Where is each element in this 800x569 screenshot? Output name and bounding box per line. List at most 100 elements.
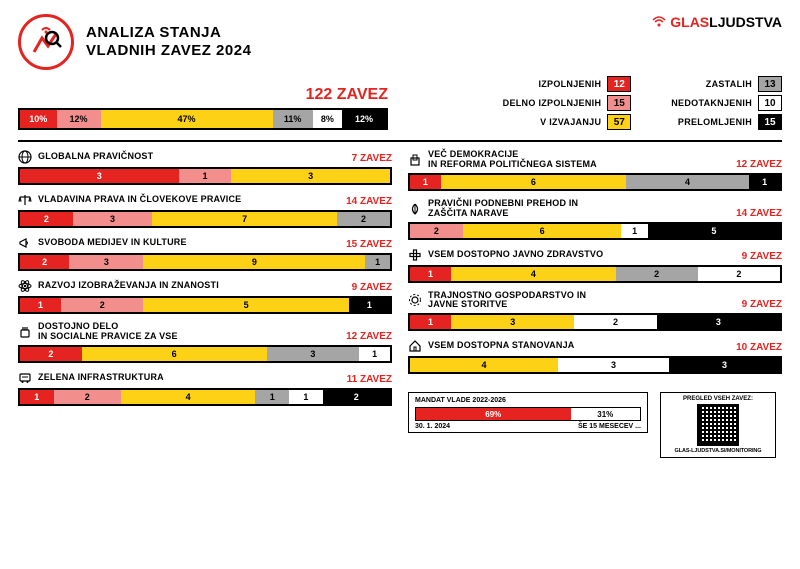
qr-code-icon [697,404,739,446]
category-title: DOSTOJNO DELOIN SOCIALNE PRAVICE ZA VSE [18,322,178,342]
logo-circle [18,14,74,70]
status-legend: IZPOLNJENIH 12 DELNO IZPOLNJENIH 15 V IZVAJA… [503,76,782,130]
brand-logo: GLASLJUDSTVA [652,14,782,30]
bar-segment: 3 [73,212,152,226]
mandate-date: 30. 1. 2024 [415,423,450,430]
bar-segment: 2 [61,298,143,312]
bar-segment: 3 [669,358,780,372]
train-icon [18,371,32,385]
status-label: DELNO IZPOLNJENIH [503,98,602,108]
summary-segment: 8% [313,110,342,128]
bar-segment: 3 [231,169,390,183]
health-icon [408,248,422,262]
bar-segment: 1 [749,175,780,189]
status-item: V IZVAJANJU57 [503,114,632,130]
bar-segment: 2 [616,267,698,281]
category: DOSTOJNO DELOIN SOCIALNE PRAVICE ZA VSE 1… [18,322,392,363]
summary-segment: 47% [101,110,273,128]
divider [18,140,782,142]
leaf-icon [408,202,422,216]
bar-segment: 2 [20,347,82,361]
mandate-elapsed: 69% [416,408,571,420]
bar-segment: 6 [441,175,626,189]
ballot-icon [408,153,422,167]
status-label: IZPOLNJENIH [538,79,601,89]
bar-segment: 3 [267,347,360,361]
bar-segment: 7 [152,212,337,226]
category-title: ZELENA INFRASTRUKTURA [18,371,164,385]
status-item: IZPOLNJENIH 12 [503,76,632,92]
page-title: ANALIZA STANJA VLADNIH ZAVEZ 2024 [86,24,251,60]
mandate-remaining-text: ŠE 15 MESECEV ... [578,423,641,430]
category-count: 10 ZAVEZ [736,342,782,353]
bar-segment: 2 [54,390,121,404]
category-bar: 433 [408,356,782,374]
category-bar: 1422 [408,265,782,283]
category-count: 14 ZAVEZ [346,196,392,207]
category-title: VSEM DOSTOPNA STANOVANJA [408,339,574,353]
summary-segment: 12% [342,110,386,128]
bar-segment: 2 [337,212,390,226]
category: VLADAVINA PRAVA IN ČLOVEKOVE PRAVICE14 Z… [18,193,392,228]
status-value: 10 [758,95,782,111]
category: VSEM DOSTOPNA STANOVANJA 10 ZAVEZ 433 [408,339,782,374]
category-count: 12 ZAVEZ [736,159,782,170]
total-count: 122 ZAVEZ [18,86,388,104]
bar-segment: 1 [255,390,289,404]
qr-url: GLAS-LJUDSTVA.SI/MONITORING [666,448,770,454]
bar-segment: 9 [143,255,365,269]
globe-icon [18,150,32,164]
footer-row: MANDAT VLADE 2022-202669%31%30. 1. 2024Š… [408,392,782,458]
category-bar: 2631 [18,345,392,363]
category-bar: 124112 [18,388,392,406]
category-bar: 2615 [408,222,782,240]
category: PRAVIČNI PODNEBNI PREHOD INZAŠČITA NARAV… [408,199,782,240]
category-count: 15 ZAVEZ [346,239,392,250]
mandate-remaining: 31% [571,408,640,420]
status-item: ZASTALIH13 [671,76,782,92]
category-bar: 2372 [18,210,392,228]
summary-segment: 12% [57,110,101,128]
category-bar: 1323 [408,313,782,331]
bar-segment: 6 [463,224,622,238]
bar-segment: 3 [451,315,574,329]
category-title: VEČ DEMOKRACIJEIN REFORMA POLITIČNEGA SI… [408,150,597,170]
bar-segment: 1 [365,255,390,269]
bar-segment: 1 [410,175,441,189]
category: GLOBALNA PRAVIČNOST7 ZAVEZ313 [18,150,392,185]
bar-segment: 3 [20,169,179,183]
status-value: 12 [607,76,631,92]
bar-segment: 2 [20,212,73,226]
scale-icon [18,193,32,207]
category-count: 9 ZAVEZ [742,299,782,310]
status-value: 13 [758,76,782,92]
status-label: PRELOMLJENIH [678,117,752,127]
category-title: PRAVIČNI PODNEBNI PREHOD INZAŠČITA NARAV… [408,199,578,219]
bar-segment: 1 [289,390,323,404]
bar-segment: 5 [648,224,780,238]
bar-segment: 3 [558,358,669,372]
mandate-bar: 69%31% [415,407,641,421]
category-count: 14 ZAVEZ [736,208,782,219]
category: TRAJNOSTNO GOSPODARSTVO INJAVNE STORITVE… [408,291,782,332]
bar-segment: 5 [143,298,349,312]
status-item: PRELOMLJENIH 15 [671,114,782,130]
bar-segment: 4 [451,267,615,281]
bar-segment: 1 [359,347,390,361]
category-count: 12 ZAVEZ [346,331,392,342]
bar-segment: 1 [20,390,54,404]
bar-segment: 3 [69,255,143,269]
status-value: 15 [758,114,782,130]
atom-icon [18,279,32,293]
category-title: RAZVOJ IZOBRAŽEVANJA IN ZNANOSTI [18,279,219,293]
qr-title: PREGLED VSEH ZAVEZ: [666,396,770,402]
category-bar: 1251 [18,296,392,314]
category-count: 9 ZAVEZ [352,282,392,293]
fist-icon [18,325,32,339]
house-icon [408,339,422,353]
status-item: NEDOTAKNJENIH10 [671,95,782,111]
bar-segment: 1 [410,267,451,281]
bar-segment: 4 [121,390,256,404]
status-value: 15 [607,95,631,111]
summary-segment: 11% [273,110,313,128]
